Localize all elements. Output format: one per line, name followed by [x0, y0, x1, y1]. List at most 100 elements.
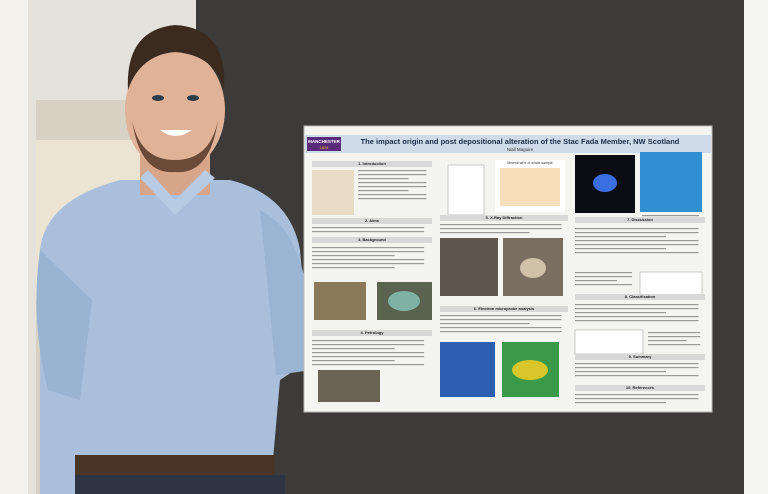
- text-line: [575, 398, 699, 400]
- jeans: [75, 475, 285, 494]
- section-headers: 1. Introduction 2. Aims 3. Background 4. Pe…: [312, 161, 705, 391]
- hair: [127, 25, 225, 90]
- section-header-bar: [312, 218, 432, 224]
- sem-feature: [593, 174, 617, 192]
- text-line: [312, 255, 395, 257]
- text-line: [642, 215, 699, 217]
- section-header-bar: [440, 215, 568, 221]
- text-line: [575, 316, 699, 318]
- text-line: [312, 251, 425, 253]
- logo-box: [307, 137, 341, 151]
- right-sleeve: [260, 210, 312, 375]
- text-line: [575, 363, 699, 365]
- text-line: [312, 348, 395, 350]
- text-line: [312, 364, 425, 366]
- text-line: [440, 331, 562, 333]
- smile: [160, 130, 192, 136]
- text-line: [575, 280, 617, 282]
- text-line: [358, 174, 427, 176]
- poster-title: The impact origin and post depositional …: [361, 137, 680, 146]
- text-line: [648, 340, 687, 342]
- text-line: [575, 394, 699, 396]
- logo-text: MANCHESTER: [308, 139, 341, 144]
- eye-left: [152, 95, 164, 101]
- text-line: [575, 371, 666, 373]
- section-header-bar: [575, 217, 705, 223]
- section-header-bar: [312, 237, 432, 243]
- text-line: [575, 272, 632, 274]
- chart-bars: [500, 168, 560, 206]
- section-header: 10. References: [626, 385, 655, 390]
- title-bar: [305, 135, 711, 153]
- text-line: [440, 323, 530, 325]
- text-line: [575, 304, 699, 306]
- logo-year: 1824: [320, 145, 330, 150]
- collar: [140, 170, 215, 215]
- text-line: [358, 190, 409, 192]
- text-lines: [312, 170, 701, 404]
- text-line: [575, 276, 632, 278]
- text-line: [648, 332, 701, 334]
- text-line: [575, 312, 666, 314]
- beard: [132, 120, 218, 173]
- text-line: [312, 227, 425, 229]
- chart-caption: Mineral wt% of whole sample: [507, 161, 552, 165]
- text-line: [312, 360, 395, 362]
- section-header: 5. X-Ray Diffraction: [486, 215, 523, 220]
- text-line: [312, 340, 425, 342]
- text-line: [575, 236, 666, 238]
- section-header-bar: [440, 306, 568, 312]
- section-header: 3. Background: [358, 237, 386, 242]
- text-line: [440, 327, 562, 329]
- section-header: 4. Petrology: [361, 330, 385, 335]
- section-header: 2. Aims: [365, 218, 380, 223]
- wall-right: [744, 0, 768, 494]
- text-line: [440, 228, 562, 230]
- text-line: [312, 267, 395, 269]
- section-header-bar: [312, 330, 432, 336]
- xrd-image: [440, 238, 498, 296]
- text-line: [358, 170, 427, 172]
- chart-figure: [495, 160, 565, 212]
- table-figure: [447, 164, 485, 216]
- text-line: [312, 356, 425, 358]
- text-line: [440, 315, 562, 317]
- map-figure: [312, 170, 354, 215]
- text-line: [575, 320, 699, 322]
- petro-image: [318, 370, 380, 402]
- text-line: [575, 232, 699, 234]
- text-line: [312, 344, 425, 346]
- section-header: 8. Classification: [625, 294, 656, 299]
- text-line: [358, 182, 427, 184]
- face: [125, 48, 225, 172]
- section-header: 7. Discussion: [627, 217, 653, 222]
- text-line: [575, 402, 666, 404]
- text-line: [575, 228, 699, 230]
- diagram-figure: [574, 329, 644, 355]
- text-line: [358, 194, 427, 196]
- poster: MANCHESTER 1824 The impact origin and po…: [303, 125, 713, 413]
- text-line: [575, 252, 699, 254]
- text-line: [648, 344, 701, 346]
- text-line: [575, 244, 699, 246]
- map-feature: [512, 360, 548, 380]
- text-line: [575, 248, 666, 250]
- crystal: [388, 291, 420, 311]
- text-line: [312, 259, 425, 261]
- person: [36, 25, 312, 494]
- text-line: [440, 232, 530, 234]
- text-line: [648, 336, 701, 338]
- text-line: [312, 352, 425, 354]
- shirt: [40, 180, 310, 494]
- clast: [520, 258, 546, 278]
- sem-map: [640, 152, 702, 212]
- text-line: [575, 308, 699, 310]
- text-line: [358, 178, 409, 180]
- bar-band: [500, 168, 560, 206]
- text-line: [440, 224, 562, 226]
- text-line: [575, 375, 699, 377]
- belt: [75, 455, 275, 475]
- section-header: 6. Electron microprobe analysis: [474, 306, 535, 311]
- text-line: [575, 367, 699, 369]
